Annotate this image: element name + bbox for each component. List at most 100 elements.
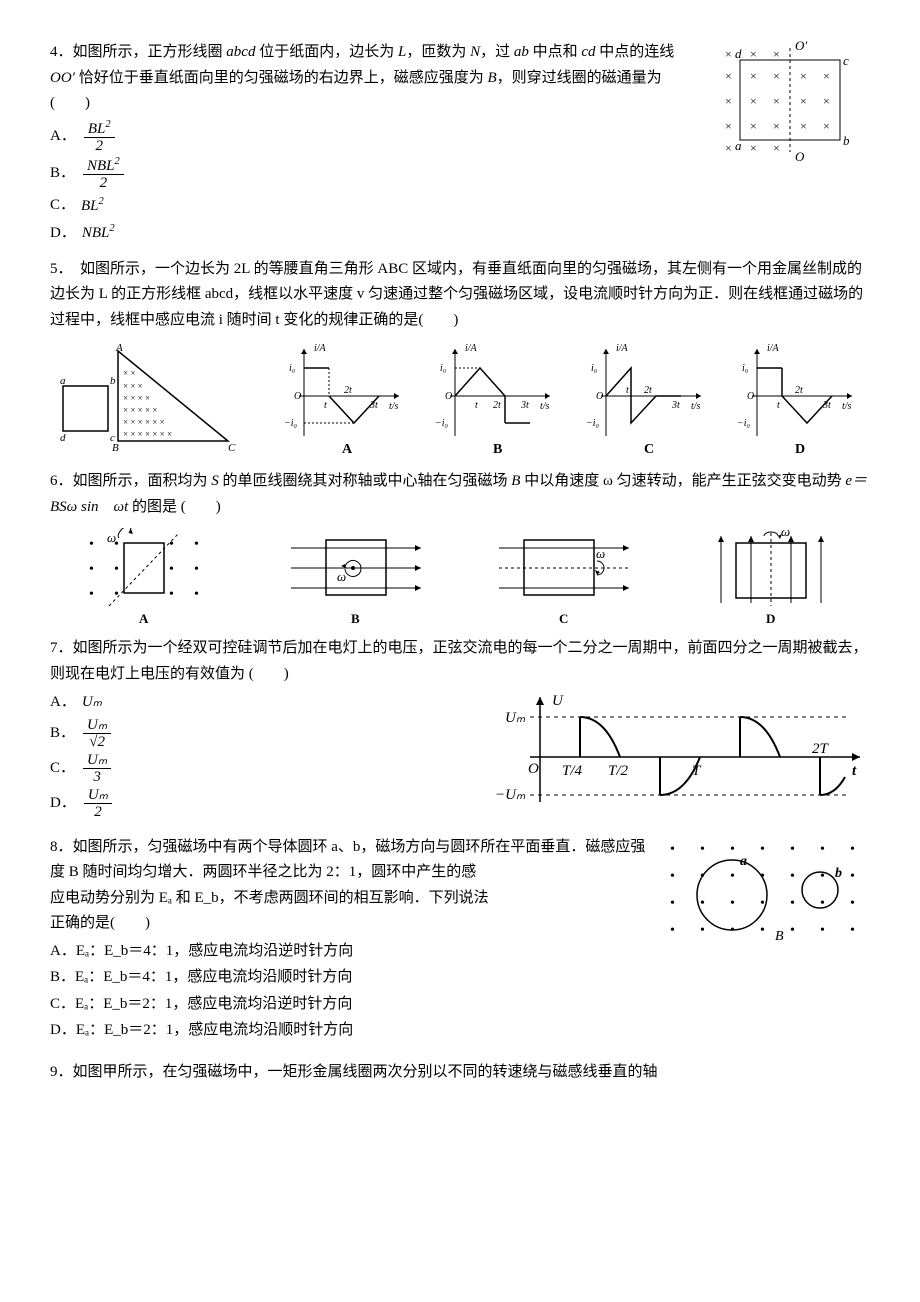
question-6: 6．如图所示，面积均为 S 的单匝线圈绕其对称轴或中心轴在匀强磁场 B 中以角速… [50,469,870,628]
svg-text:3t: 3t [520,400,529,411]
svg-text:•: • [820,896,825,911]
svg-text:•: • [790,923,795,938]
q5-num: 5． [50,261,65,277]
svg-text:t/s: t/s [389,401,399,412]
svg-text:2t: 2t [795,385,803,396]
svg-text:•: • [700,842,705,857]
svg-text:ω: ω [107,530,116,545]
svg-text:•: • [194,587,199,602]
svg-text:×: × [750,69,757,83]
q7-num: 7． [50,640,73,656]
q6-opt-b: ω B [281,528,431,628]
svg-text:t/s: t/s [691,401,701,412]
svg-text:O: O [596,391,603,402]
svg-text:•: • [169,587,174,602]
svg-text:×: × [750,119,757,133]
svg-text:•: • [820,842,825,857]
svg-text:•: • [89,537,94,552]
svg-text:×: × [773,119,780,133]
q5-setup: ab dc ABC × × × × × × × × × × × × × × × … [58,341,258,461]
svg-text:i/A: i/A [616,343,629,354]
svg-text:O: O [528,761,539,777]
svg-text:b: b [110,375,116,387]
svg-text:a: a [735,138,742,153]
q5-opt-b: i/A t/s O i₀ −i₀ t2t3t B [435,341,560,461]
svg-text:a: a [60,375,66,387]
svg-text:A: A [139,611,149,626]
svg-text:•: • [670,869,675,884]
svg-text:•: • [700,896,705,911]
svg-text:U: U [552,693,564,709]
svg-text:−i₀: −i₀ [586,418,600,429]
svg-text:C: C [559,611,568,626]
q4-option-a: A．BL22 [50,119,695,155]
svg-text:× × ×: × × × [123,381,143,391]
question-5: 5． 如图所示，一个边长为 2L 的等腰直角三角形 ABC 区域内，有垂直纸面向… [50,257,870,462]
svg-text:B: B [112,442,119,454]
svg-text:T: T [692,763,702,779]
svg-text:×: × [725,119,732,133]
svg-text:•: • [850,842,855,857]
svg-text:×: × [725,94,732,108]
question-7: 7．如图所示为一个经双可控硅调节后加在电灯上的电压，正弦交流电的每一个二分之一周… [50,636,870,827]
svg-text:t/s: t/s [540,401,550,412]
svg-text:× × × ×: × × × × [123,393,150,403]
q8-option-a: A．Eₐ：E_b＝4：1，感应电流均沿逆时针方向 [50,939,650,965]
q5-opt-d: i/A t/s O i₀ −i₀ t2t3t D [737,341,862,461]
svg-text:3t: 3t [369,400,378,411]
svg-text:•: • [820,869,825,884]
svg-text:•: • [850,923,855,938]
svg-text:T/4: T/4 [562,763,583,779]
q6-figures: •••• •••• •••• ω A ω B [50,528,870,628]
svg-text:•: • [820,923,825,938]
svg-text:D: D [766,611,775,626]
q7-option-d: D．Uₘ2 [50,787,160,821]
svg-text:3t: 3t [671,400,680,411]
svg-text:×: × [773,94,780,108]
svg-text:•: • [670,842,675,857]
q7-option-b: B．Uₘ√2 [50,717,160,751]
svg-text:•: • [670,896,675,911]
q9-num: 9． [50,1064,73,1080]
svg-text:×: × [750,141,757,155]
question-9: 9．如图甲所示，在匀强磁场中，一矩形金属线圈两次分别以不同的转速绕与磁感线垂直的… [50,1060,870,1086]
q7-figure: U Uₘ −Uₘ O T/4 T/2 T 2T t [490,687,870,827]
svg-text:D: D [795,442,805,457]
svg-text:•: • [760,923,765,938]
svg-text:O: O [795,149,805,164]
svg-text:×: × [750,47,757,61]
svg-text:i₀: i₀ [440,363,447,374]
svg-text:ω: ω [781,528,790,539]
svg-text:•: • [760,842,765,857]
svg-text:i₀: i₀ [289,363,296,374]
svg-text:2t: 2t [644,385,652,396]
svg-text:d: d [60,432,66,444]
svg-text:t: t [324,400,327,411]
svg-text:d: d [735,46,742,61]
svg-text:× × × × × ×: × × × × × × [123,417,165,427]
svg-text:c: c [843,53,849,68]
q6-opt-d: ω D [696,528,846,628]
svg-text:i₀: i₀ [742,363,749,374]
svg-text:× ×: × × [123,368,135,378]
q5-figures: ab dc ABC × × × × × × × × × × × × × × × … [50,341,870,461]
q4-option-d: D．NBL2 [50,220,695,247]
svg-text:t: t [626,385,629,396]
svg-text:•: • [790,869,795,884]
q7-option-c: C．Uₘ3 [50,752,160,786]
svg-text:2T: 2T [812,741,830,757]
svg-text:×: × [725,47,732,61]
svg-text:t: t [475,400,478,411]
q8-option-c: C．Eₐ：E_b＝2：1，感应电流均沿逆时针方向 [50,992,650,1018]
svg-text:× × × × ×: × × × × × [123,405,157,415]
svg-text:×: × [725,69,732,83]
q5-opt-a: i/A t/s O i₀ −i₀ t2t3t A [284,341,409,461]
q8-figure: ••••••• ••••••• ••••••• ••••••• a b B [660,835,870,975]
svg-text:A: A [115,342,123,354]
svg-text:×: × [823,69,830,83]
svg-text:•: • [194,562,199,577]
q6-num: 6． [50,473,73,489]
svg-text:×: × [773,47,780,61]
svg-text:•: • [790,896,795,911]
svg-text:−i₀: −i₀ [435,418,449,429]
